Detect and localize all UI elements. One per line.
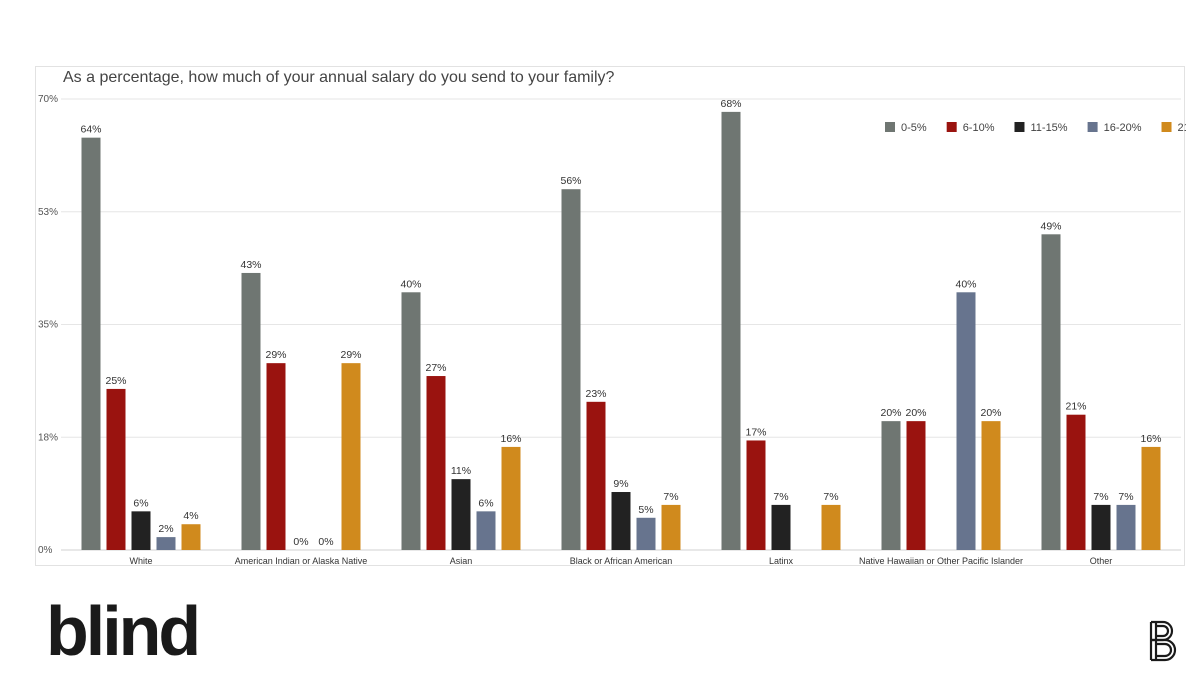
legend-label: 21+% (1178, 122, 1186, 134)
bar (476, 511, 496, 550)
data-label: 6% (478, 497, 493, 509)
bar (771, 504, 791, 550)
data-label: 49% (1040, 220, 1061, 232)
bar (721, 111, 741, 550)
bar (561, 189, 581, 550)
y-tick-label: 18% (38, 432, 58, 443)
bar (81, 137, 101, 550)
data-label: 29% (340, 349, 361, 361)
bar (181, 524, 201, 550)
bar (131, 511, 151, 550)
bar (881, 421, 901, 550)
blind-logo: blind (46, 592, 201, 670)
legend-swatch (1087, 122, 1098, 132)
data-label: 7% (823, 491, 838, 503)
bar (266, 363, 286, 550)
data-label: 11% (451, 465, 471, 477)
x-tick-label: Black or African American (570, 556, 673, 566)
data-label: 6% (133, 497, 148, 509)
blind-b-mark-icon (1149, 620, 1177, 662)
y-axis: 0% 18% 35% 53% 70% (38, 94, 58, 556)
legend-label: 0-5% (901, 122, 927, 134)
data-label: 0% (318, 536, 333, 548)
data-label: 27% (425, 362, 446, 374)
bar (401, 292, 421, 550)
data-label: 40% (400, 278, 421, 290)
bar (451, 479, 471, 550)
x-tick-label: American Indian or Alaska Native (235, 556, 368, 566)
data-label: 7% (1118, 491, 1133, 503)
data-label: 9% (613, 478, 628, 490)
bar (981, 421, 1001, 550)
data-label: 68% (720, 98, 741, 110)
data-label: 20% (880, 407, 901, 419)
data-label: 4% (183, 510, 198, 522)
bar (746, 440, 766, 550)
data-label: 7% (1093, 491, 1108, 503)
legend-swatch (1014, 122, 1025, 132)
legend-label: 16-20% (1104, 122, 1142, 134)
x-axis: White American Indian or Alaska Native Asi… (129, 556, 1112, 566)
legend-label: 6-10% (963, 122, 995, 134)
y-tick-label: 35% (38, 320, 58, 331)
data-label: 20% (980, 407, 1001, 419)
bar (586, 401, 606, 550)
bar (636, 517, 656, 550)
data-label: 0% (293, 536, 308, 548)
data-label: 2% (158, 523, 173, 535)
y-tick-label: 70% (38, 94, 58, 105)
bar (906, 421, 926, 550)
bar (1066, 414, 1086, 550)
data-label: 21% (1065, 401, 1086, 413)
bars: 64% 25% 6% 2% 4% 43% 29% 0% 0% 29% 40% 27% 11% 6% 16% 5… (80, 98, 1162, 551)
bar (821, 504, 841, 550)
x-tick-label: Native Hawaiian or Other Pacific Islande… (859, 556, 1023, 566)
chart-frame: As a percentage, how much of your annual… (35, 66, 1186, 566)
bar (956, 292, 976, 550)
bar (501, 446, 521, 550)
bar (341, 363, 361, 550)
data-label: 43% (240, 259, 261, 271)
bar (241, 272, 261, 550)
data-label: 5% (638, 504, 653, 516)
y-tick-label: 53% (38, 207, 58, 218)
bar (611, 492, 631, 550)
data-label: 7% (773, 491, 788, 503)
bar (661, 504, 681, 550)
bar (1091, 504, 1111, 550)
legend-label: 11-15% (1030, 122, 1067, 134)
bar (1141, 446, 1161, 550)
legend-swatch (885, 122, 895, 132)
y-tick-label: 0% (38, 545, 53, 556)
bar (1041, 234, 1061, 551)
bar (426, 376, 446, 550)
data-label: 16% (500, 433, 521, 445)
bar (1116, 504, 1136, 550)
bar-chart: As a percentage, how much of your annual… (38, 69, 1186, 566)
legend-swatch (1161, 122, 1172, 132)
data-label: 16% (1140, 433, 1161, 445)
x-tick-label: Other (1090, 556, 1113, 566)
data-label: 40% (955, 278, 976, 290)
x-tick-label: Asian (450, 556, 473, 566)
chart-title: As a percentage, how much of your annual… (63, 69, 615, 86)
data-label: 17% (745, 426, 766, 438)
data-label: 56% (560, 175, 581, 187)
data-label: 25% (105, 375, 126, 387)
data-label: 20% (905, 407, 926, 419)
x-tick-label: Latinx (769, 556, 794, 566)
x-tick-label: White (129, 556, 152, 566)
legend: 0-5% 6-10% 11-15% 16-20% 21+% (885, 122, 1186, 134)
data-label: 64% (80, 124, 101, 136)
bar (156, 537, 176, 550)
data-label: 7% (663, 491, 678, 503)
legend-swatch (946, 122, 957, 132)
bar (106, 388, 126, 550)
data-label: 29% (265, 349, 286, 361)
data-label: 23% (585, 388, 606, 400)
